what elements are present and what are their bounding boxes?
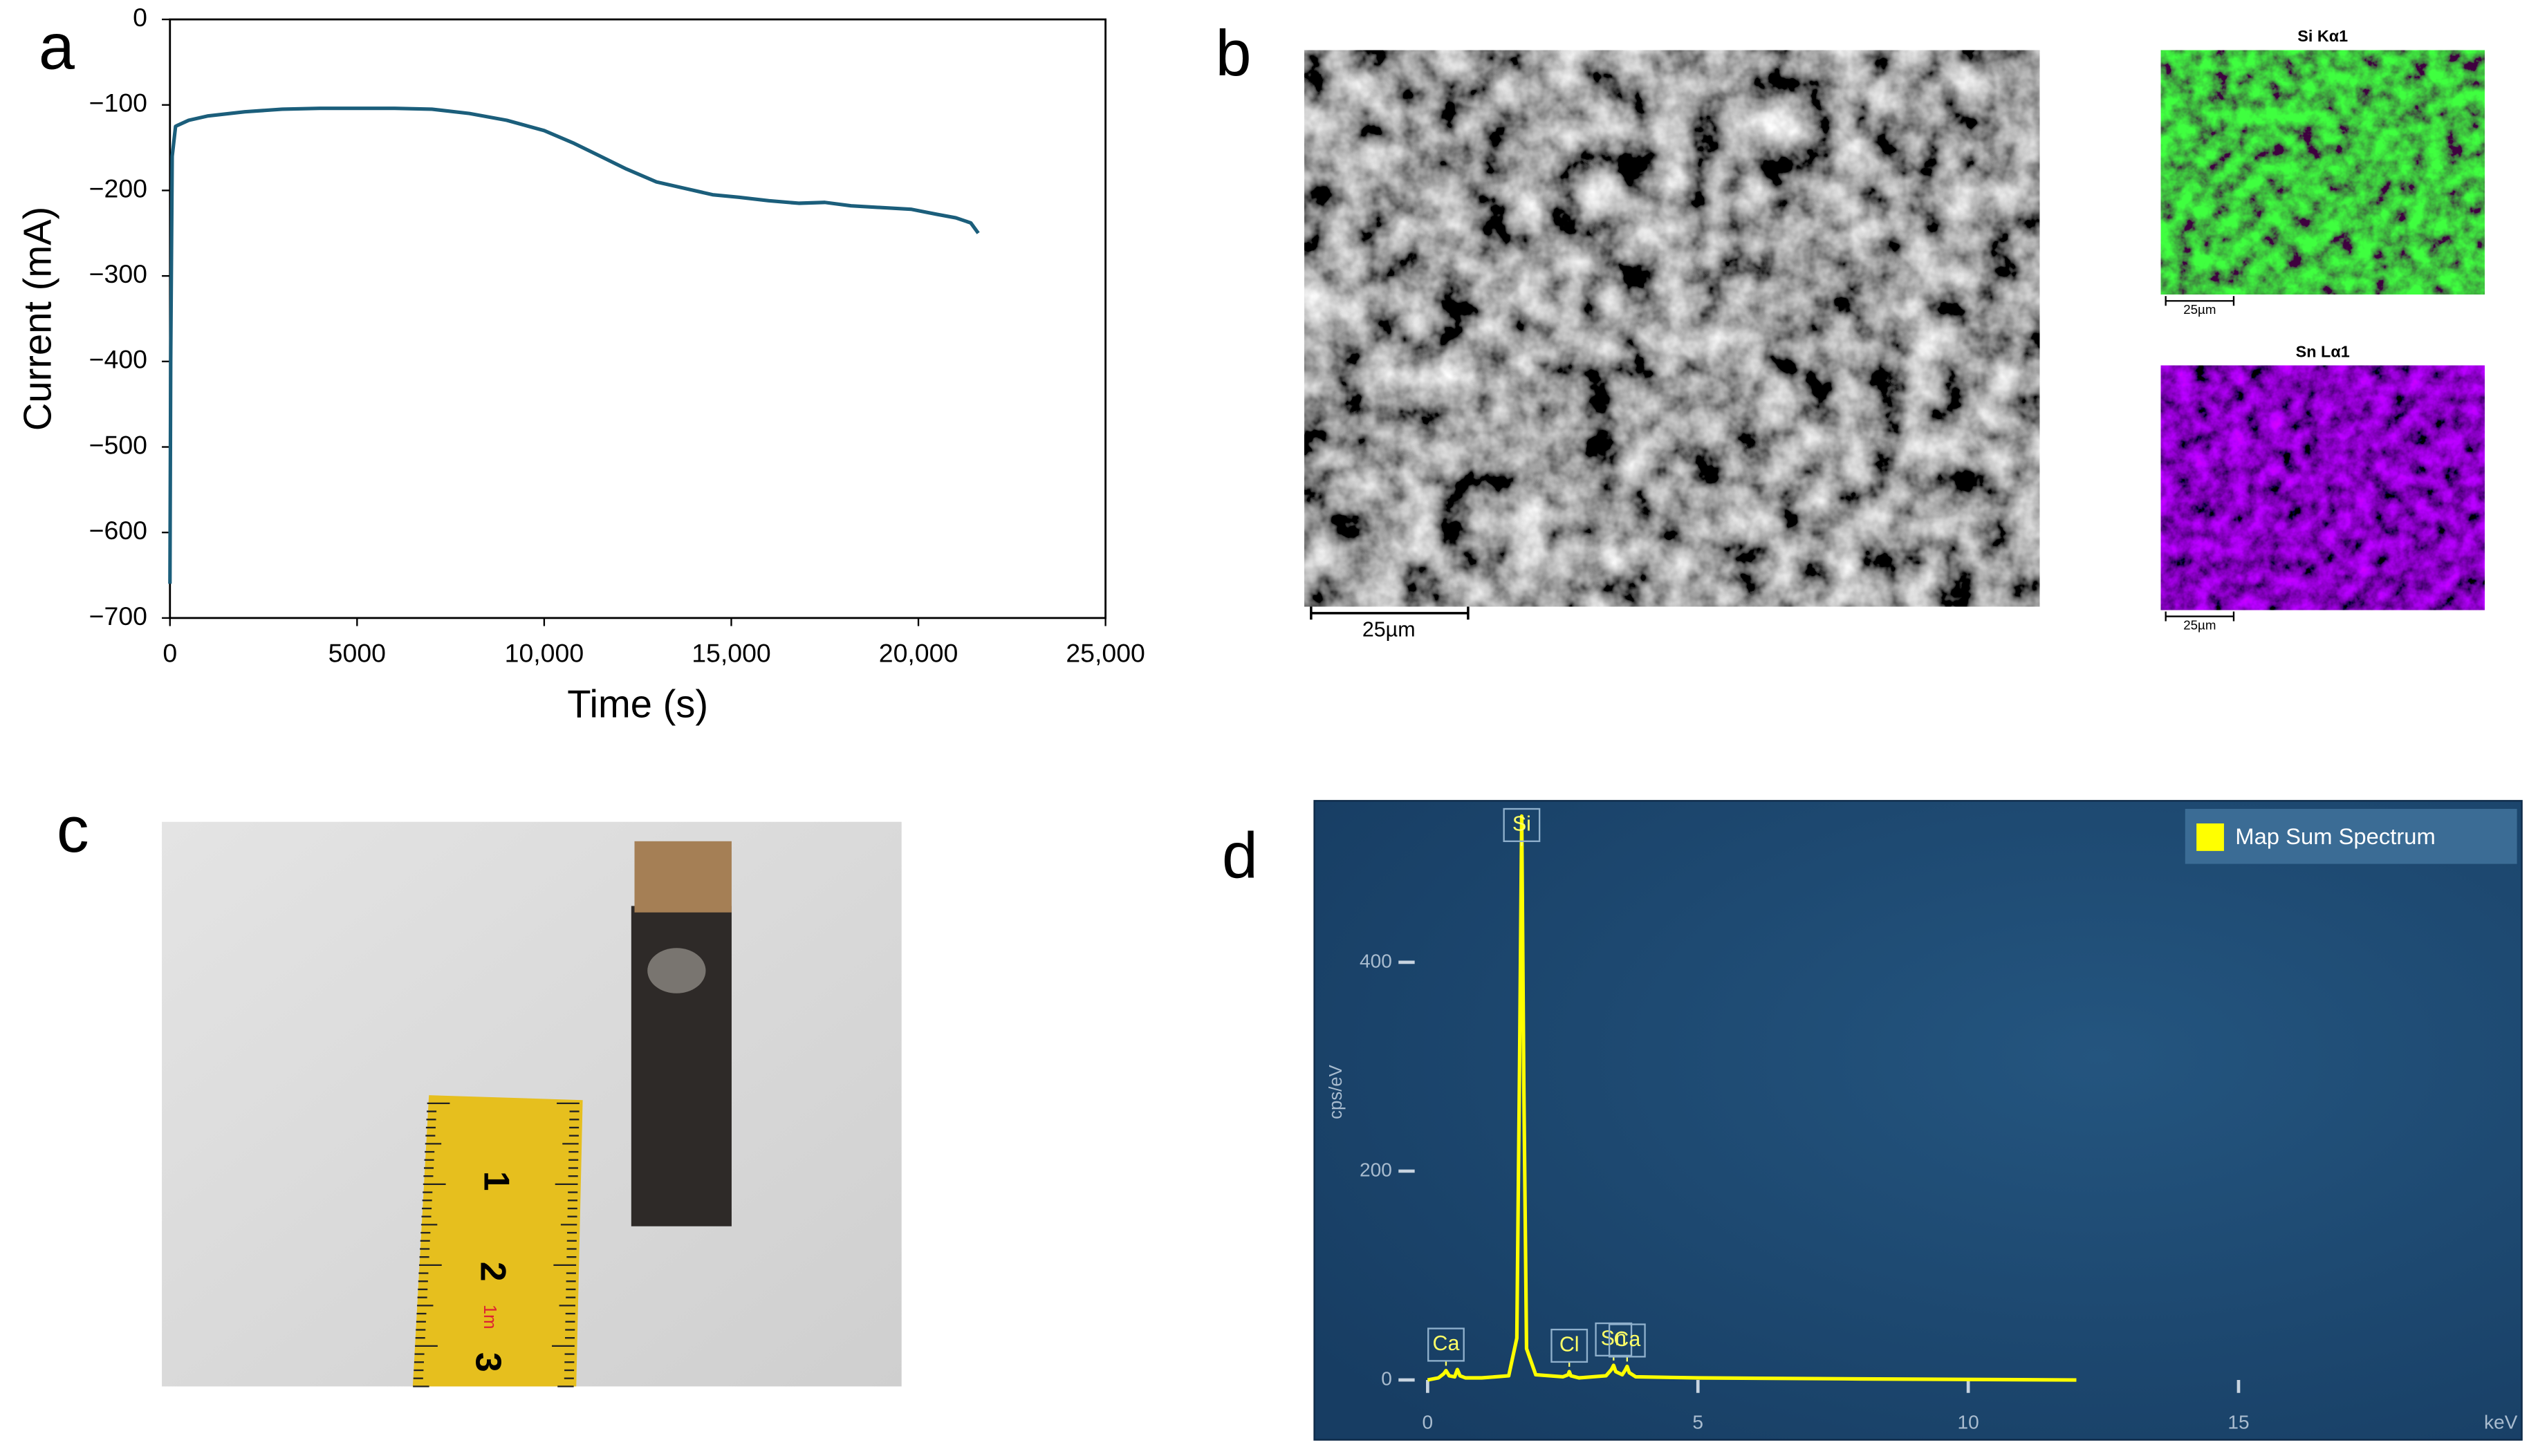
scale-bar-label: 25µm xyxy=(2183,302,2216,317)
ruler-mark: 1m xyxy=(480,1305,499,1329)
annotation: Si xyxy=(1512,812,1531,835)
y-tick-label: −100 xyxy=(89,88,147,118)
scale-bar-label: 25µm xyxy=(1362,618,1416,642)
x-tick-label: 0 xyxy=(1423,1412,1434,1433)
x-tick-label: 10 xyxy=(1958,1412,1979,1433)
sem-image xyxy=(1304,50,2040,607)
annotation-box xyxy=(1608,1323,1646,1358)
scale-bar xyxy=(2165,296,2235,306)
x-tick-label: 0 xyxy=(163,639,177,668)
x-tick-label: 15,000 xyxy=(692,639,771,668)
ruler-label: 3 xyxy=(469,1352,509,1372)
annotation-box xyxy=(1550,1328,1588,1363)
x-tick-label: 25,000 xyxy=(1066,639,1145,668)
ruler xyxy=(412,1095,583,1387)
panel-letter: c xyxy=(57,793,89,866)
annotation: Ca xyxy=(1613,1327,1640,1351)
legend-label: Map Sum Spectrum xyxy=(2235,823,2435,849)
y-tick-label: 400 xyxy=(1360,950,1392,971)
scale-bar xyxy=(2165,611,2235,622)
y-tick-label: 0 xyxy=(1381,1368,1392,1389)
x-tick-label: 15 xyxy=(2227,1412,2249,1433)
annotation-box xyxy=(1427,1327,1465,1362)
y-tick-label: −400 xyxy=(89,345,147,374)
data-line xyxy=(1427,814,2077,1382)
ruler-label: 1 xyxy=(476,1171,517,1191)
y-axis-label: Current (mA) xyxy=(15,207,59,431)
panel-letter: d xyxy=(1222,819,1258,892)
annotation: Sn xyxy=(1601,1326,1627,1350)
x-axis-label: keV xyxy=(2484,1412,2518,1433)
sn-map xyxy=(2160,365,2485,610)
x-tick-label: 5000 xyxy=(328,639,386,668)
annotation-box xyxy=(1503,808,1541,842)
y-tick-label: 200 xyxy=(1360,1159,1392,1180)
x-tick-label: 20,000 xyxy=(879,639,958,668)
panel-letter: b xyxy=(1215,17,1251,89)
ruler-ticks xyxy=(413,1102,580,1388)
y-tick-label: −300 xyxy=(89,259,147,288)
annotation: Cl xyxy=(1559,1333,1580,1356)
y-tick-label: −200 xyxy=(89,174,147,203)
ruler-label: 2 xyxy=(474,1262,514,1282)
rod-cap xyxy=(634,841,732,913)
deposit xyxy=(647,948,706,993)
legend-swatch xyxy=(2196,823,2224,851)
annotation-box xyxy=(1595,1322,1633,1357)
y-tick-label: 0 xyxy=(133,3,147,32)
panel-letter: a xyxy=(39,10,75,83)
map-title: Si Kα1 xyxy=(2297,27,2348,45)
y-axis-label: cps/eV xyxy=(1326,1064,1346,1119)
annotation: Ca xyxy=(1433,1332,1460,1355)
scale-bar-label: 25µm xyxy=(2183,618,2216,633)
data-line xyxy=(168,106,980,584)
legend-box xyxy=(2185,809,2517,864)
spectrum-frame xyxy=(1313,800,2523,1441)
scale-bar xyxy=(1310,606,1470,620)
y-tick-label: −700 xyxy=(89,601,147,631)
y-tick-label: −600 xyxy=(89,516,147,545)
x-axis-label: Time (s) xyxy=(567,682,708,725)
y-tick-label: −500 xyxy=(89,430,147,459)
si-map xyxy=(2160,50,2485,295)
x-tick-label: 5 xyxy=(1692,1412,1703,1433)
x-tick-label: 10,000 xyxy=(505,639,584,668)
map-title: Sn Lα1 xyxy=(2296,342,2350,360)
